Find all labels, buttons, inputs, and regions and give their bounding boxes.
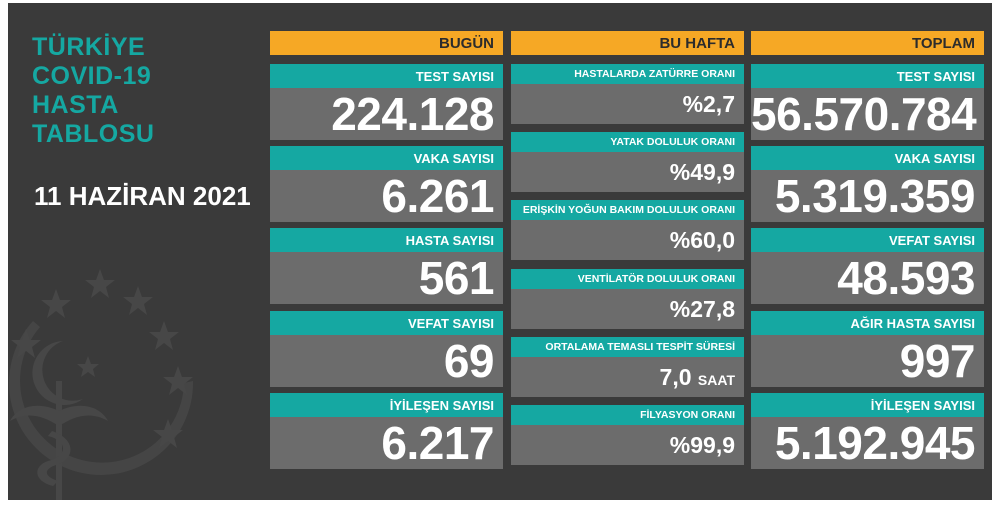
stat-card: TEST SAYISI 56.570.784 [751,64,984,140]
stat-card: İYİLEŞEN SAYISI 6.217 [270,393,503,469]
rate-value: 7,0 SAAT [511,357,744,400]
rate-number: %99,9 [669,432,735,458]
rate-unit: SAAT [697,372,735,388]
stat-label: AĞIR HASTA SAYISI [751,311,984,335]
stat-value: 6.217 [381,417,494,469]
stat-card: VEFAT SAYISI 69 [270,311,503,387]
stat-value: 561 [418,252,495,304]
rate-label: VENTİLATÖR DOLULUK ORANI [511,269,744,289]
rate-card: YATAK DOLULUK ORANI %49,9 [511,132,744,192]
column-header-week: BU HAFTA [511,31,744,55]
rate-label: ORTALAMA TEMASLI TESPİT SÜRESİ [511,337,744,357]
rate-card: FİLYASYON ORANI %99,9 [511,405,744,465]
rate-number: 7,0 [659,364,692,390]
covid-table-board: TÜRKİYE COVID-19 HASTA TABLOSU 11 HAZİRA… [8,3,992,500]
rate-value: %99,9 [511,425,744,465]
stat-label: VEFAT SAYISI [270,311,503,335]
stat-label: TEST SAYISI [270,64,503,88]
rate-number: %60,0 [669,227,735,253]
rate-card: HASTALARDA ZATÜRRE ORANI %2,7 [511,64,744,124]
column-today: BUGÜN TEST SAYISI 224.128 VAKA SAYISI 6.… [270,31,503,471]
page-title: TÜRKİYE COVID-19 HASTA TABLOSU [32,33,154,149]
stat-label: VAKA SAYISI [270,146,503,170]
stat-value: 5.319.359 [774,170,976,222]
rate-value: %49,9 [511,152,744,192]
stat-value: 56.570.784 [751,88,977,140]
stat-card: VEFAT SAYISI 48.593 [751,228,984,304]
stat-label: İYİLEŞEN SAYISI [270,393,503,417]
rate-card: ORTALAMA TEMASLI TESPİT SÜRESİ 7,0 SAAT [511,337,744,397]
stat-value: 5.192.945 [774,417,976,469]
stat-card: VAKA SAYISI 5.319.359 [751,146,984,222]
rate-label: HASTALARDA ZATÜRRE ORANI [511,64,744,84]
stat-value: 69 [443,335,495,387]
emblem-crescent-star-caduceus-icon [9,269,194,500]
rate-value: %2,7 [511,84,744,124]
rate-number: %27,8 [669,296,735,322]
stat-card: AĞIR HASTA SAYISI 997 [751,311,984,387]
stat-label: HASTA SAYISI [270,228,503,252]
rate-label: YATAK DOLULUK ORANI [511,132,744,152]
rate-card: VENTİLATÖR DOLULUK ORANI %27,8 [511,269,744,329]
stat-label: VEFAT SAYISI [751,228,984,252]
title-line: TABLOSU [32,120,155,148]
rate-value: %60,0 [511,220,744,260]
rate-label: FİLYASYON ORANI [511,405,744,425]
stat-label: İYİLEŞEN SAYISI [751,393,984,417]
stat-value: 6.261 [381,170,494,222]
stat-card: HASTA SAYISI 561 [270,228,503,304]
rate-card: ERİŞKİN YOĞUN BAKIM DOLULUK ORANI %60,0 [511,200,744,260]
column-total: TOPLAM TEST SAYISI 56.570.784 VAKA SAYIS… [751,31,984,471]
column-week: BU HAFTA HASTALARDA ZATÜRRE ORANI %2,7 Y… [511,31,744,471]
stat-card: İYİLEŞEN SAYISI 5.192.945 [751,393,984,469]
rate-number: %2,7 [682,91,735,117]
title-line: TÜRKİYE [32,33,146,61]
stat-label: VAKA SAYISI [751,146,984,170]
stat-card: VAKA SAYISI 6.261 [270,146,503,222]
stat-value: 224.128 [331,88,494,140]
rate-label: ERİŞKİN YOĞUN BAKIM DOLULUK ORANI [511,200,744,220]
rate-number: %49,9 [669,159,735,185]
column-header-today: BUGÜN [270,31,503,55]
stat-value: 48.593 [837,252,975,304]
stat-card: TEST SAYISI 224.128 [270,64,503,140]
title-line: COVID-19 [32,62,152,90]
title-line: HASTA [32,91,119,119]
column-header-total: TOPLAM [751,31,984,55]
stat-value: 997 [899,335,976,387]
rate-value: %27,8 [511,289,744,329]
stat-label: TEST SAYISI [751,64,984,88]
report-date: 11 HAZİRAN 2021 [34,181,251,211]
